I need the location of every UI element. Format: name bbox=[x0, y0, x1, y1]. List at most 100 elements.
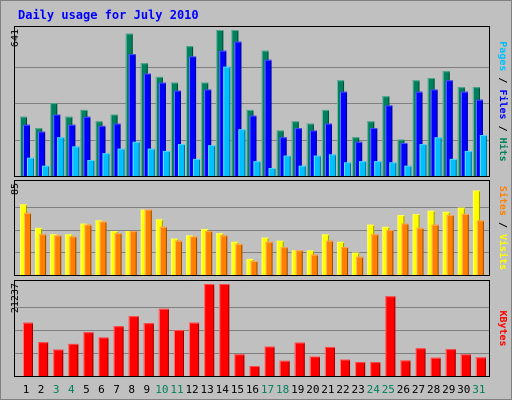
sites-bar-fill bbox=[371, 234, 379, 275]
files-bar-fill bbox=[309, 130, 317, 176]
visits-bar-fill bbox=[367, 224, 375, 275]
sites-bar-fill bbox=[190, 236, 198, 275]
pages-bar-fill bbox=[72, 146, 80, 176]
visits-bar-fill bbox=[140, 209, 148, 275]
sites-bar bbox=[69, 236, 77, 275]
visits-bar-fill bbox=[412, 213, 420, 275]
y-axis-max-label: 21237 bbox=[10, 283, 21, 313]
kbytes-bar-fill bbox=[279, 360, 290, 376]
sites-bar-fill bbox=[341, 247, 349, 275]
pages-bar-fill bbox=[359, 161, 367, 176]
visits-bar-fill bbox=[261, 237, 269, 275]
pages-bar bbox=[42, 165, 50, 176]
sites-bar bbox=[220, 235, 228, 275]
kbytes-bar bbox=[309, 356, 320, 376]
kbytes-bar-fill bbox=[113, 326, 124, 376]
kbytes-bar bbox=[324, 346, 335, 376]
pages-bar-fill bbox=[313, 155, 321, 176]
files-bar-fill bbox=[23, 124, 30, 176]
pages-bar-fill bbox=[238, 129, 246, 176]
kbytes-bar-fill bbox=[355, 362, 366, 376]
pages-bar bbox=[328, 154, 336, 176]
pages-bar-fill bbox=[87, 160, 95, 176]
sites-bar bbox=[401, 223, 409, 275]
pages-bar bbox=[419, 144, 427, 176]
files-bar-fill bbox=[445, 80, 453, 176]
files-bar-fill bbox=[475, 99, 483, 176]
kbytes-bar bbox=[264, 346, 275, 376]
pages-bar-fill bbox=[449, 158, 457, 176]
visits-bar-fill bbox=[186, 235, 194, 275]
kbytes-bar-fill bbox=[158, 308, 169, 376]
visits-bar-fill bbox=[352, 252, 360, 275]
kbytes-bar bbox=[234, 354, 245, 376]
kbytes-bar bbox=[415, 348, 426, 376]
sites-bar bbox=[99, 221, 107, 275]
x-tick-label-day-18: 18 bbox=[276, 383, 289, 396]
kbytes-bar bbox=[249, 366, 260, 376]
legend-separator: / bbox=[497, 216, 508, 234]
pages-bar-fill bbox=[57, 137, 65, 176]
kbytes-bar bbox=[173, 330, 184, 376]
kbytes-bar-fill bbox=[68, 343, 79, 376]
pages-bar-fill bbox=[298, 165, 306, 176]
files-bar-fill bbox=[415, 91, 423, 176]
sites-bar-fill bbox=[99, 221, 107, 275]
x-tick-label-day-8: 8 bbox=[128, 383, 135, 396]
sites-bar-fill bbox=[446, 215, 454, 275]
x-tick-label-day-15: 15 bbox=[231, 383, 244, 396]
x-tick-label-day-24: 24 bbox=[367, 383, 381, 396]
visits-bar-fill bbox=[65, 234, 73, 275]
pages-bar bbox=[57, 137, 65, 176]
visits-bar-fill bbox=[201, 228, 209, 275]
sites-bar bbox=[24, 212, 31, 275]
pages-bar bbox=[313, 155, 321, 176]
pages-bar-fill bbox=[419, 144, 427, 176]
visits-bar-fill bbox=[457, 207, 465, 275]
kbytes-bar-fill bbox=[234, 354, 245, 376]
sites-bar-fill bbox=[310, 254, 318, 275]
visits-bar-fill bbox=[80, 223, 88, 275]
visits-bar-fill bbox=[397, 215, 405, 275]
sites-bar bbox=[371, 234, 379, 275]
kbytes-bar-fill bbox=[143, 323, 154, 376]
kbytes-bar-fill bbox=[430, 357, 441, 376]
sites-bar bbox=[114, 233, 122, 275]
pages-bar bbox=[27, 157, 34, 176]
x-tick-label-day-2: 2 bbox=[38, 383, 45, 396]
kbytes-bar bbox=[430, 357, 441, 376]
x-tick-label-day-22: 22 bbox=[336, 383, 349, 396]
chart-title: Daily usage for July 2010 bbox=[18, 8, 199, 22]
files-bar-fill bbox=[279, 137, 287, 176]
files-bar-fill bbox=[324, 123, 332, 176]
pages-bar-fill bbox=[283, 155, 291, 176]
pages-bar bbox=[283, 155, 291, 176]
pages-bar bbox=[389, 162, 397, 176]
kbytes-bar bbox=[475, 357, 486, 376]
pages-bar-fill bbox=[42, 165, 50, 176]
kbytes-bar bbox=[83, 332, 94, 376]
visits-bar-fill bbox=[35, 227, 43, 275]
x-tick-label-day-27: 27 bbox=[412, 383, 425, 396]
sites-bar bbox=[446, 215, 454, 275]
kbytes-bar bbox=[98, 337, 109, 376]
files-bar-fill bbox=[234, 41, 242, 176]
x-tick-label-day-31: 31 bbox=[472, 383, 485, 396]
sites-bar bbox=[39, 234, 47, 275]
x-tick-label-day-7: 7 bbox=[113, 383, 120, 396]
files-bar-fill bbox=[400, 142, 408, 176]
pages-bar-fill bbox=[27, 157, 34, 176]
sites-bar-fill bbox=[295, 250, 303, 275]
files-bar-fill bbox=[355, 141, 363, 176]
files-bar-fill bbox=[83, 116, 91, 176]
x-tick-label-day-3: 3 bbox=[53, 383, 60, 396]
visits-bar-fill bbox=[321, 234, 329, 275]
files-bar bbox=[264, 59, 272, 176]
kbytes-bar bbox=[189, 322, 200, 376]
pages-bar bbox=[359, 161, 367, 176]
kbytes-bar-fill bbox=[98, 337, 109, 376]
sites-bar bbox=[416, 227, 424, 275]
visits-bar-fill bbox=[50, 234, 58, 275]
legend-kbytes: KBytes bbox=[497, 310, 508, 346]
panel-pages-files-hits: 641 Pages / Files / Hits bbox=[10, 26, 509, 177]
